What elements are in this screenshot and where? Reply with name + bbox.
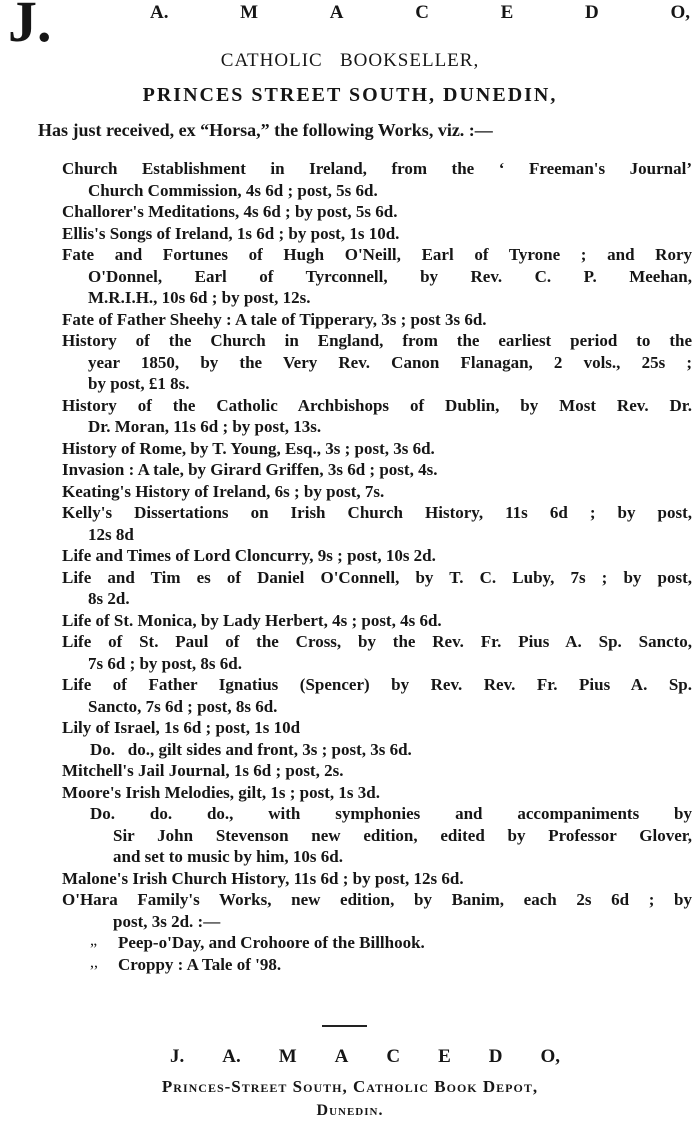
work-line: Invasion : A tale, by Girard Griffen, 3s…	[62, 460, 438, 479]
work-line: M.R.I.H., 10s 6d ; by post, 12s.	[88, 288, 311, 307]
work-line: O'Hara Family's Works, new edition, by B…	[62, 890, 692, 909]
name-letter: A	[329, 2, 344, 23]
work-line: Church Establishment in Ireland, from th…	[62, 159, 692, 178]
work-entry: Lily of Israel, 1s 6d ; post, 1s 10d	[0, 717, 700, 739]
work-line: 7s 6d ; by post, 8s 6d.	[88, 653, 242, 673]
work-line: History of the Church in England, from t…	[62, 331, 692, 350]
ditto-mark: „	[90, 932, 98, 949]
work-entry: Do. do. do., with symphonies and accompa…	[0, 803, 700, 868]
intro-text: Has just received, ex “Horsa,” the follo…	[38, 120, 493, 140]
work-entry: Malone's Irish Church History, 11s 6d ; …	[0, 868, 700, 890]
work-line: Croppy : A Tale of '98.	[118, 954, 282, 974]
name-letter: D	[585, 2, 599, 23]
work-line: Dr. Moran, 11s 6d ; by post, 13s.	[88, 417, 322, 436]
name-letter: M	[240, 2, 259, 23]
name-letter: A	[334, 1046, 349, 1067]
work-entry: History of the Church in England, from t…	[0, 330, 700, 395]
work-entry: Fate and Fortunes of Hugh O'Neill, Earl …	[0, 244, 700, 309]
works-list: Church Establishment in Ireland, from th…	[0, 158, 700, 975]
work-entry: Life of Father Ignatius (Spencer) by Rev…	[0, 674, 700, 717]
work-entry: Challorer's Meditations, 4s 6d ; by post…	[0, 201, 700, 223]
work-entry: Life of St. Monica, by Lady Herbert, 4s …	[0, 610, 700, 632]
work-line: Keating's History of Ireland, 6s ; by po…	[62, 481, 385, 501]
work-entry: O'Hara Family's Works, new edition, by B…	[0, 889, 700, 932]
header-name: A. M A C E D O,	[150, 2, 690, 24]
work-line: Ellis's Songs of Ireland, 1s 6d ; by pos…	[62, 223, 400, 243]
work-entry: Fate of Father Sheehy : A tale of Tipper…	[0, 309, 700, 331]
work-entry: Keating's History of Ireland, 6s ; by po…	[0, 481, 700, 503]
name-letter: A.	[150, 2, 169, 23]
work-line: Life of St. Monica, by Lady Herbert, 4s …	[62, 610, 442, 630]
footer-address: Princes-Street South, Catholic Book Depo…	[161, 1077, 539, 1096]
ditto-mark: ,,	[90, 953, 98, 971]
name-letter: O,	[540, 1046, 560, 1067]
footer-city: Dunedin.	[316, 1102, 384, 1119]
header-subtitle: CATHOLIC BOOKSELLER,	[220, 50, 480, 71]
work-entry: Ellis's Songs of Ireland, 1s 6d ; by pos…	[0, 223, 700, 245]
work-entry: Church Establishment in Ireland, from th…	[0, 158, 700, 201]
work-line: Challorer's Meditations, 4s 6d ; by post…	[62, 202, 398, 221]
work-line: Mitchell's Jail Journal, 1s 6d ; post, 2…	[62, 761, 344, 780]
work-line: Kelly's Dissertations on Irish Church Hi…	[62, 503, 692, 522]
work-line: Church Commission, 4s 6d ; post, 5s 6d.	[88, 180, 378, 200]
divider-rule	[322, 1025, 367, 1027]
name-letter: E	[500, 2, 514, 23]
initial-letter: J.	[8, 0, 52, 54]
name-letter: M	[278, 1046, 297, 1067]
work-entry: Do. do., gilt sides and front, 3s ; post…	[0, 739, 700, 761]
work-entry: Life of St. Paul of the Cross, by the Re…	[0, 631, 700, 674]
work-line: History of the Catholic Archbishops of D…	[62, 395, 692, 415]
work-line: 12s 8d	[88, 524, 134, 544]
work-line: Life of St. Paul of the Cross, by the Re…	[62, 632, 692, 651]
work-line: 8s 2d.	[88, 589, 130, 608]
name-letter: C	[415, 2, 429, 23]
work-line: by post, £1 8s.	[88, 374, 190, 393]
work-entry: Peep-o'Day, and Crohoore of the Billhook…	[0, 932, 700, 954]
work-line: Lily of Israel, 1s 6d ; post, 1s 10d	[62, 718, 301, 737]
work-entry: Kelly's Dissertations on Irish Church Hi…	[0, 502, 700, 545]
work-line: Malone's Irish Church History, 11s 6d ; …	[62, 868, 464, 888]
name-letter: J.	[170, 1046, 185, 1067]
name-letter: E	[438, 1046, 451, 1067]
work-line: O'Donnel, Earl of Tyrconnell, by Rev. C.…	[88, 266, 692, 286]
work-line: Do. do. do., with symphonies and accompa…	[90, 804, 692, 823]
work-entry: History of Rome, by T. Young, Esq., 3s ;…	[0, 438, 700, 460]
work-line: Life of Father Ignatius (Spencer) by Rev…	[62, 675, 692, 694]
work-entry: Moore's Irish Melodies, gilt, 1s ; post,…	[0, 782, 700, 804]
work-line: year 1850, by the Very Rev. Canon Flanag…	[88, 352, 692, 372]
work-entry: Mitchell's Jail Journal, 1s 6d ; post, 2…	[0, 760, 700, 782]
work-entry: History of the Catholic Archbishops of D…	[0, 395, 700, 438]
work-line: Life and Times of Lord Cloncurry, 9s ; p…	[62, 546, 436, 565]
header-address: PRINCES STREET SOUTH, DUNEDIN,	[142, 84, 558, 106]
work-line: Sir John Stevenson new edition, edited b…	[113, 825, 692, 845]
work-line: History of Rome, by T. Young, Esq., 3s ;…	[62, 438, 435, 458]
work-line: and set to music by him, 10s 6d.	[113, 847, 344, 866]
work-line: Peep-o'Day, and Crohoore of the Billhook…	[118, 933, 425, 952]
work-entry: Invasion : A tale, by Girard Griffen, 3s…	[0, 459, 700, 481]
name-letter: O,	[670, 2, 690, 23]
work-line: Sancto, 7s 6d ; post, 8s 6d.	[88, 696, 278, 716]
work-line: Life and Tim es of Daniel O'Connell, by …	[62, 567, 692, 587]
name-letter: C	[386, 1046, 401, 1067]
work-entry: Life and Tim es of Daniel O'Connell, by …	[0, 567, 700, 610]
work-line: Fate of Father Sheehy : A tale of Tipper…	[62, 309, 487, 329]
work-line: post, 3s 2d. :—	[113, 911, 221, 931]
name-letter: D	[488, 1046, 503, 1067]
work-line: Moore's Irish Melodies, gilt, 1s ; post,…	[62, 782, 380, 802]
work-entry: Life and Times of Lord Cloncurry, 9s ; p…	[0, 545, 700, 567]
work-line: Fate and Fortunes of Hugh O'Neill, Earl …	[62, 245, 692, 264]
name-letter: A.	[222, 1046, 241, 1067]
work-entry: Croppy : A Tale of '98.,,	[0, 954, 700, 976]
work-line: Do. do., gilt sides and front, 3s ; post…	[90, 739, 412, 759]
footer-name: J. A. M A C E D O,	[170, 1046, 560, 1068]
